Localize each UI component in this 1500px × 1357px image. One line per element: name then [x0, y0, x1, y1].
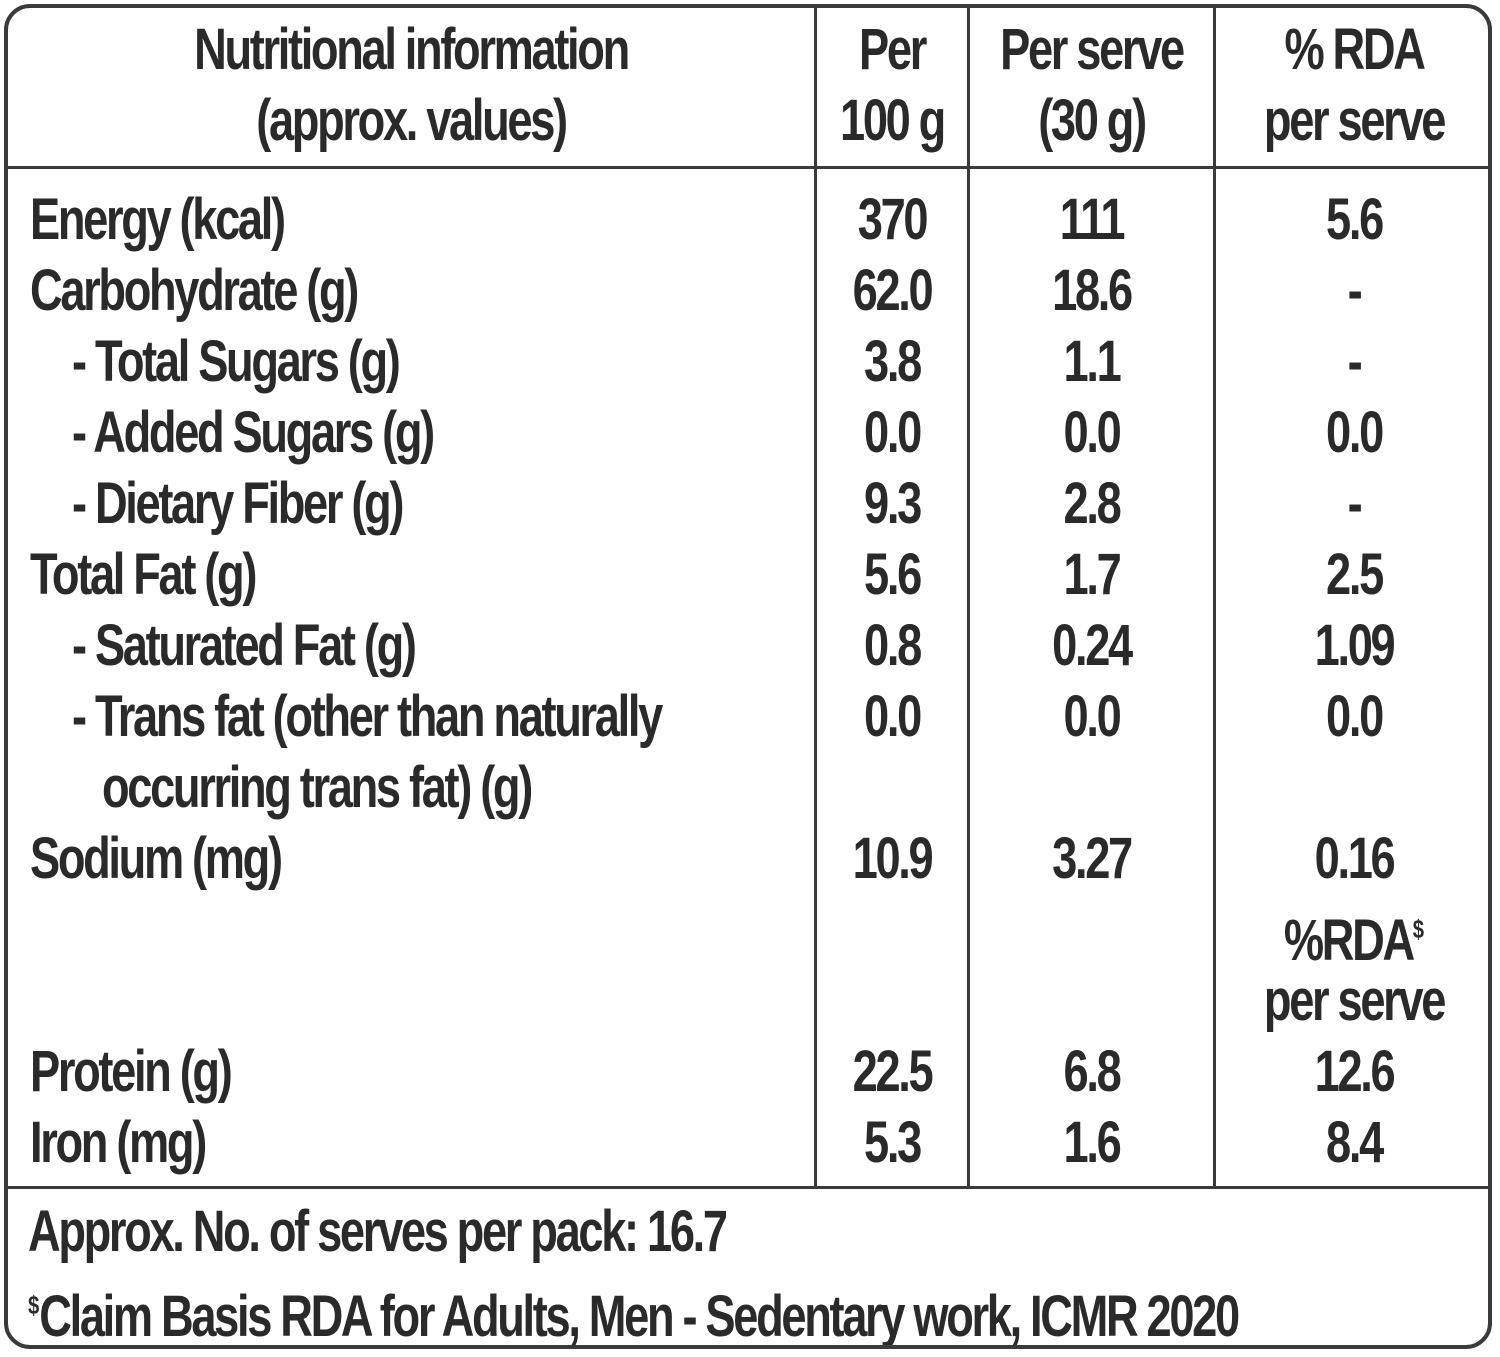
- per100-total-fat: 5.6: [864, 542, 922, 607]
- per100-carbohydrate: 62.0: [852, 258, 934, 323]
- column-divider-1: [814, 8, 817, 1188]
- header-rda-per-serve: % RDA per serve: [1216, 14, 1488, 156]
- per100-saturated-fat: 0.8: [864, 613, 922, 678]
- row-label-sodium: Sodium (mg): [30, 826, 283, 891]
- serve-trans-fat: 0.0: [1063, 684, 1122, 749]
- per100-iron: 5.3: [864, 1110, 922, 1175]
- rda-added-sugars: 0.0: [1326, 400, 1384, 465]
- row-label-trans-fat-line2: occurring trans fat) (g): [102, 755, 533, 820]
- per100-added-sugars: 0.0: [864, 400, 922, 465]
- serve-added-sugars: 0.0: [1063, 400, 1122, 465]
- serve-sodium: 3.27: [1052, 826, 1133, 891]
- per100-protein: 22.5: [852, 1039, 934, 1104]
- serves-per-pack: Approx. No. of serves per pack: 16.7: [28, 1199, 728, 1264]
- rda-energy: 5.6: [1326, 187, 1384, 252]
- per100-energy: 370: [857, 187, 929, 252]
- row-label-protein: Protein (g): [30, 1039, 233, 1104]
- per100-sodium: 10.9: [852, 826, 934, 891]
- serve-carbohydrate: 18.6: [1052, 258, 1133, 323]
- rda-sodium: 0.16: [1314, 826, 1396, 891]
- header-rda-line1: % RDA: [1284, 17, 1425, 82]
- header-label-line2: (approx. values): [256, 88, 568, 153]
- per100-trans-fat: 0.0: [864, 684, 922, 749]
- serve-saturated-fat: 0.24: [1052, 613, 1133, 678]
- rda-subheader-line1: %RDA$: [1246, 894, 1461, 976]
- claim-basis-text: Claim Basis RDA for Adults, Men - Sedent…: [39, 1284, 1240, 1349]
- header-serve-line1: Per serve: [1000, 17, 1185, 82]
- footer-divider: [8, 1186, 1488, 1189]
- claim-basis-sup: $: [28, 1290, 40, 1320]
- header-divider: [8, 166, 1488, 169]
- row-label-energy: Energy (kcal): [30, 187, 286, 252]
- row-label-trans-fat: - Trans fat (other than naturally: [72, 684, 663, 749]
- claim-basis-note: $Claim Basis RDA for Adults, Men - Seden…: [28, 1270, 1240, 1349]
- column-divider-3: [1213, 8, 1216, 1188]
- rda-saturated-fat: 1.09: [1314, 613, 1396, 678]
- header-per-serve: Per serve (30 g): [970, 14, 1213, 156]
- rda-total-sugars: -: [1347, 329, 1363, 394]
- serve-total-sugars: 1.1: [1063, 329, 1122, 394]
- serve-iron: 1.6: [1063, 1110, 1122, 1175]
- row-label-added-sugars: - Added Sugars (g): [72, 400, 435, 465]
- serve-energy: 111: [1059, 187, 1126, 252]
- rda-iron: 8.4: [1326, 1110, 1384, 1175]
- row-label-total-fat: Total Fat (g): [30, 542, 257, 607]
- header-nutritional-information: Nutritional information (approx. values): [8, 14, 814, 156]
- rda-protein: 12.6: [1314, 1039, 1396, 1104]
- serve-total-fat: 1.7: [1063, 542, 1122, 607]
- row-label-saturated-fat: - Saturated Fat (g): [72, 613, 417, 678]
- rda-total-fat: 2.5: [1326, 542, 1384, 607]
- header-serve-line2: (30 g): [1038, 88, 1147, 153]
- serve-protein: 6.8: [1063, 1039, 1122, 1104]
- row-label-total-sugars: - Total Sugars (g): [72, 329, 401, 394]
- rda-subheader-line2: per serve: [1263, 968, 1447, 1033]
- rda-subheader-sup: $: [1412, 914, 1425, 944]
- rda-dietary-fiber: -: [1347, 471, 1363, 536]
- header-label-line1: Nutritional information: [194, 17, 630, 82]
- rda-trans-fat: 0.0: [1326, 684, 1384, 749]
- row-label-iron: Iron (mg): [30, 1110, 207, 1175]
- header-per100-line2: 100 g: [839, 88, 946, 153]
- header-per100-line1: Per: [859, 17, 927, 82]
- rda-carbohydrate: -: [1347, 258, 1363, 323]
- rda-subheader-text: %RDA: [1283, 908, 1415, 973]
- column-divider-2: [967, 8, 970, 1188]
- serve-dietary-fiber: 2.8: [1063, 471, 1122, 536]
- row-label-carbohydrate: Carbohydrate (g): [30, 258, 359, 323]
- header-rda-line2: per serve: [1263, 88, 1447, 153]
- per100-total-sugars: 3.8: [864, 329, 922, 394]
- nutrition-table: Nutritional information (approx. values)…: [4, 4, 1492, 1349]
- row-label-dietary-fiber: - Dietary Fiber (g): [72, 471, 404, 536]
- header-per-100g: Per 100 g: [817, 14, 967, 156]
- per100-dietary-fiber: 9.3: [864, 471, 922, 536]
